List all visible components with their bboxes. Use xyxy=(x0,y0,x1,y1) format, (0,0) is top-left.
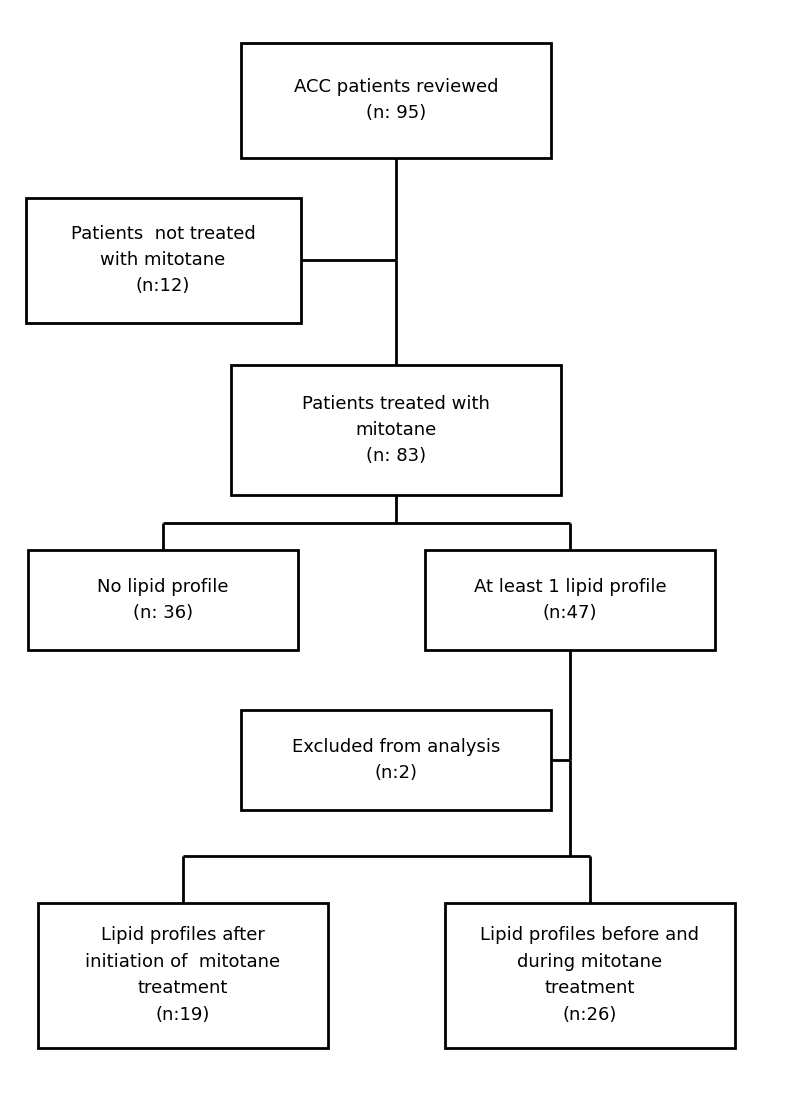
Bar xyxy=(25,197,301,323)
Bar xyxy=(231,365,561,495)
Bar xyxy=(28,550,298,650)
Bar xyxy=(241,710,551,810)
Bar xyxy=(445,903,735,1047)
Bar xyxy=(241,43,551,158)
Text: Patients  not treated
with mitotane
(n:12): Patients not treated with mitotane (n:12… xyxy=(71,225,255,296)
Text: No lipid profile
(n: 36): No lipid profile (n: 36) xyxy=(98,578,228,623)
Bar xyxy=(38,903,328,1047)
Text: Excluded from analysis
(n:2): Excluded from analysis (n:2) xyxy=(292,738,500,782)
Text: Lipid profiles after
initiation of  mitotane
treatment
(n:19): Lipid profiles after initiation of mitot… xyxy=(86,926,281,1024)
Bar xyxy=(425,550,715,650)
Text: At least 1 lipid profile
(n:47): At least 1 lipid profile (n:47) xyxy=(473,578,666,623)
Text: ACC patients reviewed
(n: 95): ACC patients reviewed (n: 95) xyxy=(293,77,498,122)
Text: Patients treated with
mitotane
(n: 83): Patients treated with mitotane (n: 83) xyxy=(302,394,490,466)
Text: Lipid profiles before and
during mitotane
treatment
(n:26): Lipid profiles before and during mitotan… xyxy=(481,926,699,1024)
